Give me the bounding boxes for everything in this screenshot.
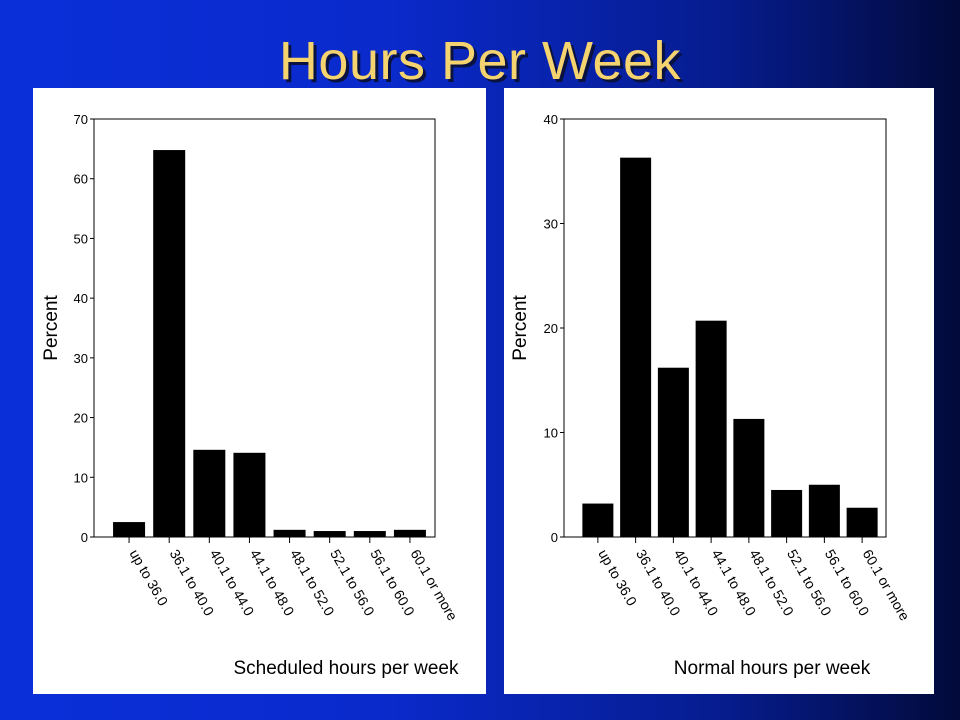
y-tick-label: 30	[544, 217, 558, 232]
y-tick-label: 40	[74, 291, 88, 306]
bar-5	[733, 418, 765, 537]
bar-6	[313, 531, 346, 537]
x-tick-label: up to 36.0	[126, 547, 171, 609]
bar-5	[273, 529, 306, 537]
x-axis-title: Normal hours per week	[674, 658, 871, 679]
y-tick-label: 20	[544, 321, 558, 336]
y-tick-label: 40	[544, 112, 558, 127]
y-axis-title: Percent	[41, 295, 62, 361]
bar-6	[771, 489, 803, 537]
x-axis-title: Scheduled hours per week	[234, 658, 459, 679]
bar-2	[153, 150, 186, 537]
bar-1	[113, 522, 146, 537]
bar-8	[393, 529, 426, 537]
y-tick-label: 30	[74, 351, 88, 366]
slide-title: Hours Per Week	[278, 31, 682, 91]
y-tick-label: 20	[74, 411, 88, 426]
bar-3	[657, 367, 689, 537]
bar-2	[620, 157, 652, 537]
y-tick-label: 0	[551, 530, 558, 545]
y-axis-title: Percent	[510, 295, 531, 361]
bar-7	[808, 484, 840, 537]
y-tick-label: 60	[74, 172, 88, 187]
y-tick-label: 50	[74, 231, 88, 246]
bar-8	[846, 507, 878, 537]
chart-panel-scheduled: 0 10 20 30 40 50 60 70 up to 36.0 36.1 to 40.0 40.…	[33, 88, 486, 694]
bar-4	[695, 320, 727, 537]
y-tick-label: 70	[74, 112, 88, 127]
bar-7	[353, 531, 386, 537]
x-tick-label: up to 36.0	[595, 547, 640, 609]
bar-1	[582, 503, 614, 537]
y-tick-label: 0	[81, 530, 88, 545]
chart-panel-normal: 0 10 20 30 40 up to 36.0 36.1 to 40.0 40.1 to 4…	[504, 88, 934, 694]
bar-3	[193, 449, 226, 537]
y-tick-label: 10	[74, 470, 88, 485]
bar-4	[233, 452, 266, 537]
y-tick-label: 10	[544, 426, 558, 441]
